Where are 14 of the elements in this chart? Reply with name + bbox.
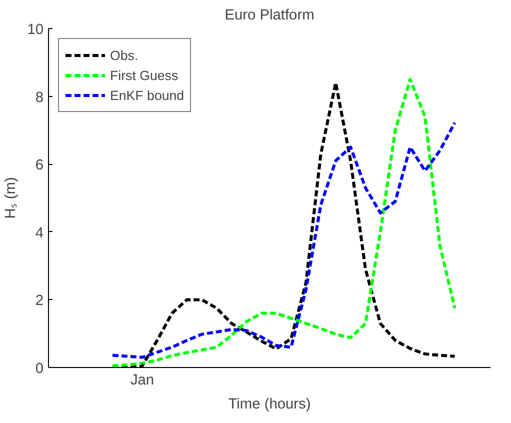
y-tick-label: 6 <box>35 158 44 174</box>
y-tick-label: 10 <box>27 22 44 38</box>
y-tick-label: 0 <box>35 361 44 377</box>
chart-title: Euro Platform <box>224 8 314 24</box>
legend-label: Obs. <box>110 48 138 62</box>
x-tick-label: Jan <box>130 372 154 388</box>
legend-label: First Guess <box>110 68 178 82</box>
y-tick-label: 8 <box>35 90 44 106</box>
line-series <box>110 121 456 359</box>
y-tick-label: 2 <box>35 293 44 310</box>
y-tick-label: 4 <box>35 225 44 242</box>
legend-label: EnKF bound <box>110 88 184 102</box>
y-axis-title: Hₛ (m) <box>3 177 20 219</box>
x-axis-title: Time (hours) <box>228 396 311 412</box>
